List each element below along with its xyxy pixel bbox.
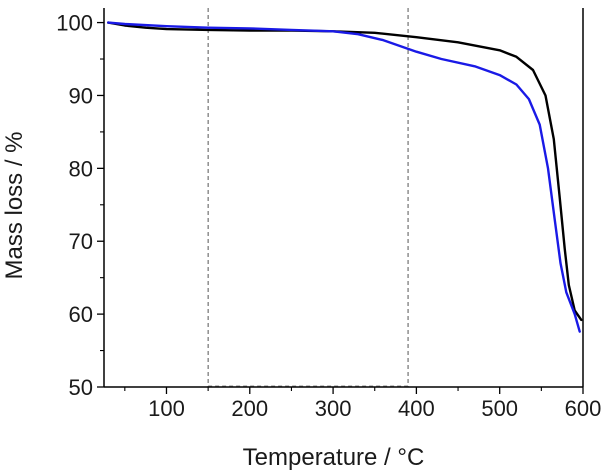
y-axis-label: Mass loss / % [1,131,28,279]
series-line-black [107,21,583,322]
y-tick-label-80: 80 [69,156,93,181]
x-tick-label-300: 300 [315,396,352,421]
y-tick-label-90: 90 [69,83,93,108]
plot-area: 100 200 300 400 500 600 50 60 70 80 90 100 [56,8,601,421]
x-tick-label-100: 100 [148,396,185,421]
x-tick-label-600: 600 [565,396,602,421]
x-tick-label-400: 400 [398,396,435,421]
x-axis-label: Temperature / °C [243,444,425,471]
y-tick-label-60: 60 [69,302,93,327]
y-tick-label-100: 100 [56,11,93,36]
x-tick-label-200: 200 [231,396,268,421]
x-tick-label-500: 500 [481,396,518,421]
y-tick-label-50: 50 [69,375,93,400]
series-line-blue [107,21,581,333]
y-tick-label-70: 70 [69,229,93,254]
